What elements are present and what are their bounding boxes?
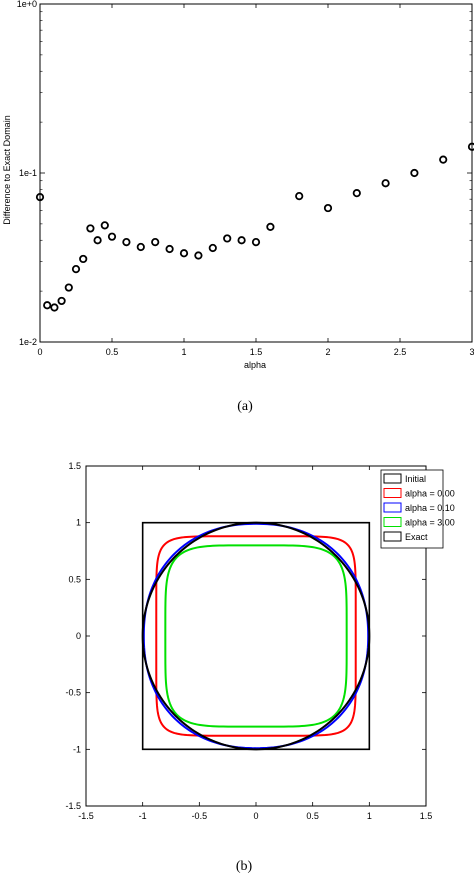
chart-a-xtick-label: 0.5 — [106, 347, 119, 357]
chart-a-ticks: 0 0.5 1 1.5 2 2.5 3 1e-2 1e-1 1e+0 — [17, 0, 474, 357]
chart-b-series-1-line — [155, 535, 357, 737]
chart-b-xtick-label: -0.5 — [192, 811, 208, 821]
chart-a-point — [86, 224, 95, 233]
chart-a-xtick-label: 3 — [469, 347, 474, 357]
chart-a-caption: (a) — [237, 399, 253, 414]
chart-b-legend-label: Initial — [405, 474, 426, 484]
chart-a-ytick-label: 1e+0 — [17, 0, 37, 9]
chart-b: -1.5 -1 -0.5 0 0.5 1 1.5 -1.5 -1 -0.5 0 0.5 1 1.5 Ini… — [65, 461, 454, 874]
chart-a-point — [136, 242, 145, 252]
chart-b-xtick-label: -1.5 — [78, 811, 94, 821]
chart-a-point — [50, 303, 59, 312]
chart-b-ytick-label: -1 — [73, 744, 81, 754]
chart-a-xtick-label: 0 — [37, 347, 42, 357]
chart-a-ytick-label: 1e-1 — [19, 168, 37, 178]
chart-a-point — [352, 189, 361, 198]
chart-a-ytick-label: 1e-2 — [19, 337, 37, 347]
chart-a-plot-area — [39, 3, 473, 343]
chart-a-point — [107, 232, 117, 241]
chart-b-xtick-label: 1 — [367, 811, 372, 821]
chart-b-ytick-label: 0.5 — [68, 574, 81, 584]
chart-a-point — [79, 254, 88, 264]
chart-a-point — [467, 142, 474, 151]
chart-a-point — [266, 222, 275, 231]
chart-b-xtick-label: 1.5 — [420, 811, 433, 821]
chart-b-series-0-line — [141, 521, 371, 751]
chart-a-point — [439, 155, 448, 164]
chart-b-legend-swatch — [383, 488, 402, 498]
chart-a-point — [237, 236, 246, 245]
chart-a-point — [57, 296, 66, 306]
chart-a-point — [179, 249, 189, 258]
chart-a-xlabel: alpha — [244, 360, 266, 370]
chart-a-point — [194, 251, 203, 260]
chart-b-curves — [141, 521, 371, 751]
chart-b-xtick-label: 0.5 — [306, 811, 319, 821]
chart-a-point — [100, 221, 109, 230]
chart-b-legend-swatch — [383, 502, 402, 513]
chart-a-xtick-label: 1 — [181, 347, 186, 357]
chart-b-ytick-label: -0.5 — [65, 688, 81, 698]
chart-b-ytick-label: -1.5 — [65, 801, 81, 811]
chart-a-point — [208, 243, 217, 253]
chart-a-point — [323, 203, 333, 213]
chart-a-points — [35, 142, 474, 312]
chart-a-xtick-label: 2 — [325, 347, 330, 357]
chart-a-point — [35, 193, 45, 202]
chart-a-point — [151, 238, 160, 247]
chart-b-legend-label: alpha = 0.10 — [405, 503, 455, 513]
chart-a: 0 0.5 1 1.5 2 2.5 3 1e-2 1e-1 1e+0 alpha Differen… — [2, 0, 474, 414]
chart-a-point — [43, 301, 52, 310]
chart-b-ytick-label: 0 — [76, 631, 81, 641]
chart-a-point — [295, 191, 304, 201]
chart-a-point — [64, 283, 73, 292]
chart-b-plot-area — [85, 465, 427, 807]
chart-a-point — [223, 234, 232, 243]
chart-b-legend: Initial alpha = 0.00 alpha = 0.10 alpha = 3… — [380, 469, 455, 549]
chart-b-ytick-label: 1.5 — [68, 461, 81, 471]
chart-a-point — [251, 238, 261, 247]
chart-a-point — [410, 168, 419, 178]
chart-b-legend-label: Exact — [405, 532, 428, 542]
chart-a-point — [122, 238, 131, 247]
chart-a-xtick-label: 1.5 — [250, 347, 263, 357]
chart-b-series-3-line — [164, 544, 348, 728]
chart-a-point — [71, 264, 81, 274]
chart-a-point — [93, 236, 102, 245]
chart-b-series-4-line — [141, 521, 371, 751]
chart-a-point — [381, 179, 390, 188]
chart-a-point — [165, 244, 174, 254]
chart-a-xtick-label: 2.5 — [394, 347, 407, 357]
chart-b-legend-swatch — [383, 531, 402, 542]
chart-b-legend-swatch — [383, 517, 402, 527]
chart-b-xtick-label: 0 — [253, 811, 258, 821]
chart-b-legend-label: alpha = 0.00 — [405, 489, 455, 499]
chart-b-xtick-label: -1 — [139, 811, 147, 821]
chart-b-legend-swatch — [383, 473, 402, 484]
chart-a-ylabel: Difference to Exact Domain — [2, 115, 12, 224]
chart-b-legend-label: alpha = 3.00 — [405, 518, 455, 528]
chart-b-ytick-label: 1 — [76, 518, 81, 528]
chart-b-series-2-line — [142, 522, 370, 750]
chart-b-caption: (b) — [236, 859, 253, 874]
